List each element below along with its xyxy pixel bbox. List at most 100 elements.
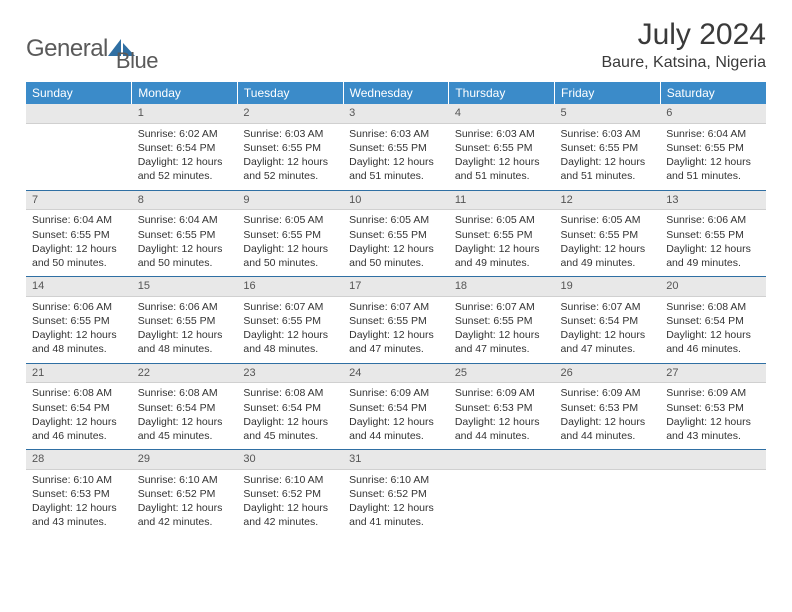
sunset-line: Sunset: 6:55 PM [32,229,110,241]
sunrise-line: Sunrise: 6:09 AM [666,387,746,399]
page-header: General Blue July 2024 Baure, Katsina, N… [26,18,766,74]
sunset-line: Sunset: 6:55 PM [455,142,533,154]
day-content: Sunrise: 6:10 AMSunset: 6:52 PMDaylight:… [343,470,449,534]
calendar-day-cell: 28Sunrise: 6:10 AMSunset: 6:53 PMDayligh… [26,450,132,536]
day-header: Friday [555,82,661,104]
brand-logo: General Blue [26,24,158,74]
day-number: 31 [343,450,449,470]
calendar-body: 1Sunrise: 6:02 AMSunset: 6:54 PMDaylight… [26,104,766,536]
calendar-day-cell: 14Sunrise: 6:06 AMSunset: 6:55 PMDayligh… [26,277,132,363]
sunrise-line: Sunrise: 6:07 AM [243,301,323,313]
sunset-line: Sunset: 6:54 PM [243,402,321,414]
sunrise-line: Sunrise: 6:03 AM [243,128,323,140]
sunrise-line: Sunrise: 6:07 AM [561,301,641,313]
sunrise-line: Sunrise: 6:08 AM [666,301,746,313]
calendar-day-cell: 24Sunrise: 6:09 AMSunset: 6:54 PMDayligh… [343,364,449,450]
day-number [449,450,555,470]
day-content: Sunrise: 6:02 AMSunset: 6:54 PMDaylight:… [132,124,238,188]
sunrise-line: Sunrise: 6:06 AM [138,301,218,313]
daylight-line: Daylight: 12 hours and 44 minutes. [455,416,540,442]
calendar-day-cell: 27Sunrise: 6:09 AMSunset: 6:53 PMDayligh… [660,364,766,450]
day-content: Sunrise: 6:04 AMSunset: 6:55 PMDaylight:… [660,124,766,188]
daylight-line: Daylight: 12 hours and 49 minutes. [455,243,540,269]
daylight-line: Daylight: 12 hours and 49 minutes. [666,243,751,269]
calendar-day-cell [26,104,132,190]
day-content: Sunrise: 6:07 AMSunset: 6:55 PMDaylight:… [237,297,343,361]
day-number: 8 [132,191,238,211]
day-content: Sunrise: 6:05 AMSunset: 6:55 PMDaylight:… [449,210,555,274]
day-content [449,470,555,477]
day-content: Sunrise: 6:06 AMSunset: 6:55 PMDaylight:… [132,297,238,361]
day-number: 28 [26,450,132,470]
sunset-line: Sunset: 6:54 PM [561,315,639,327]
day-content: Sunrise: 6:10 AMSunset: 6:53 PMDaylight:… [26,470,132,534]
sunrise-line: Sunrise: 6:02 AM [138,128,218,140]
day-number: 11 [449,191,555,211]
day-content: Sunrise: 6:08 AMSunset: 6:54 PMDaylight:… [660,297,766,361]
day-content: Sunrise: 6:05 AMSunset: 6:55 PMDaylight:… [343,210,449,274]
calendar-day-cell: 30Sunrise: 6:10 AMSunset: 6:52 PMDayligh… [237,450,343,536]
day-header-row: Sunday Monday Tuesday Wednesday Thursday… [26,82,766,104]
day-content: Sunrise: 6:08 AMSunset: 6:54 PMDaylight:… [237,383,343,447]
sunrise-line: Sunrise: 6:06 AM [666,214,746,226]
sunrise-line: Sunrise: 6:05 AM [243,214,323,226]
day-header: Monday [132,82,238,104]
calendar-day-cell: 4Sunrise: 6:03 AMSunset: 6:55 PMDaylight… [449,104,555,190]
calendar-week-row: 14Sunrise: 6:06 AMSunset: 6:55 PMDayligh… [26,277,766,363]
day-number: 29 [132,450,238,470]
day-number: 10 [343,191,449,211]
day-content: Sunrise: 6:04 AMSunset: 6:55 PMDaylight:… [26,210,132,274]
day-number [555,450,661,470]
day-content [555,470,661,477]
calendar-day-cell: 25Sunrise: 6:09 AMSunset: 6:53 PMDayligh… [449,364,555,450]
day-number: 14 [26,277,132,297]
day-number: 26 [555,364,661,384]
day-number: 19 [555,277,661,297]
calendar-day-cell: 8Sunrise: 6:04 AMSunset: 6:55 PMDaylight… [132,191,238,277]
day-header: Wednesday [343,82,449,104]
daylight-line: Daylight: 12 hours and 50 minutes. [243,243,328,269]
day-number: 12 [555,191,661,211]
daylight-line: Daylight: 12 hours and 44 minutes. [349,416,434,442]
day-content: Sunrise: 6:08 AMSunset: 6:54 PMDaylight:… [132,383,238,447]
day-header: Sunday [26,82,132,104]
sunset-line: Sunset: 6:55 PM [349,229,427,241]
day-header: Thursday [449,82,555,104]
daylight-line: Daylight: 12 hours and 51 minutes. [349,156,434,182]
calendar-day-cell: 16Sunrise: 6:07 AMSunset: 6:55 PMDayligh… [237,277,343,363]
day-number: 21 [26,364,132,384]
sunrise-line: Sunrise: 6:10 AM [32,474,112,486]
day-content: Sunrise: 6:05 AM Sunset: 6:55 PM Daylight:… [237,210,343,274]
daylight-line: Daylight: 12 hours and 51 minutes. [666,156,751,182]
sunset-line: Sunset: 6:55 PM [243,229,321,241]
sunset-line: Sunset: 6:53 PM [561,402,639,414]
calendar-day-cell [660,450,766,536]
month-title: July 2024 [601,18,766,52]
sunset-line: Sunset: 6:55 PM [455,229,533,241]
sunset-line: Sunset: 6:55 PM [561,142,639,154]
calendar-day-cell: 2Sunrise: 6:03 AMSunset: 6:55 PMDaylight… [237,104,343,190]
day-content: Sunrise: 6:09 AMSunset: 6:53 PMDaylight:… [555,383,661,447]
daylight-line: Daylight: 12 hours and 48 minutes. [32,329,117,355]
day-content: Sunrise: 6:07 AMSunset: 6:55 PMDaylight:… [449,297,555,361]
calendar-day-cell: 12Sunrise: 6:05 AMSunset: 6:55 PMDayligh… [555,191,661,277]
sunset-line: Sunset: 6:54 PM [138,402,216,414]
sunrise-line: Sunrise: 6:07 AM [349,301,429,313]
daylight-line: Daylight: 12 hours and 44 minutes. [561,416,646,442]
day-number: 18 [449,277,555,297]
sunrise-line: Sunrise: 6:09 AM [455,387,535,399]
sunset-line: Sunset: 6:55 PM [666,142,744,154]
day-number: 15 [132,277,238,297]
day-number: 23 [237,364,343,384]
day-content: Sunrise: 6:03 AMSunset: 6:55 PMDaylight:… [237,124,343,188]
calendar-day-cell: 11Sunrise: 6:05 AMSunset: 6:55 PMDayligh… [449,191,555,277]
day-content: Sunrise: 6:03 AMSunset: 6:55 PMDaylight:… [343,124,449,188]
day-number: 25 [449,364,555,384]
day-number: 20 [660,277,766,297]
calendar-day-cell: 21Sunrise: 6:08 AMSunset: 6:54 PMDayligh… [26,364,132,450]
calendar-day-cell: 29Sunrise: 6:10 AMSunset: 6:52 PMDayligh… [132,450,238,536]
calendar-day-cell: 3Sunrise: 6:03 AMSunset: 6:55 PMDaylight… [343,104,449,190]
day-number: 22 [132,364,238,384]
sunrise-line: Sunrise: 6:05 AM [349,214,429,226]
day-content: Sunrise: 6:06 AMSunset: 6:55 PMDaylight:… [660,210,766,274]
